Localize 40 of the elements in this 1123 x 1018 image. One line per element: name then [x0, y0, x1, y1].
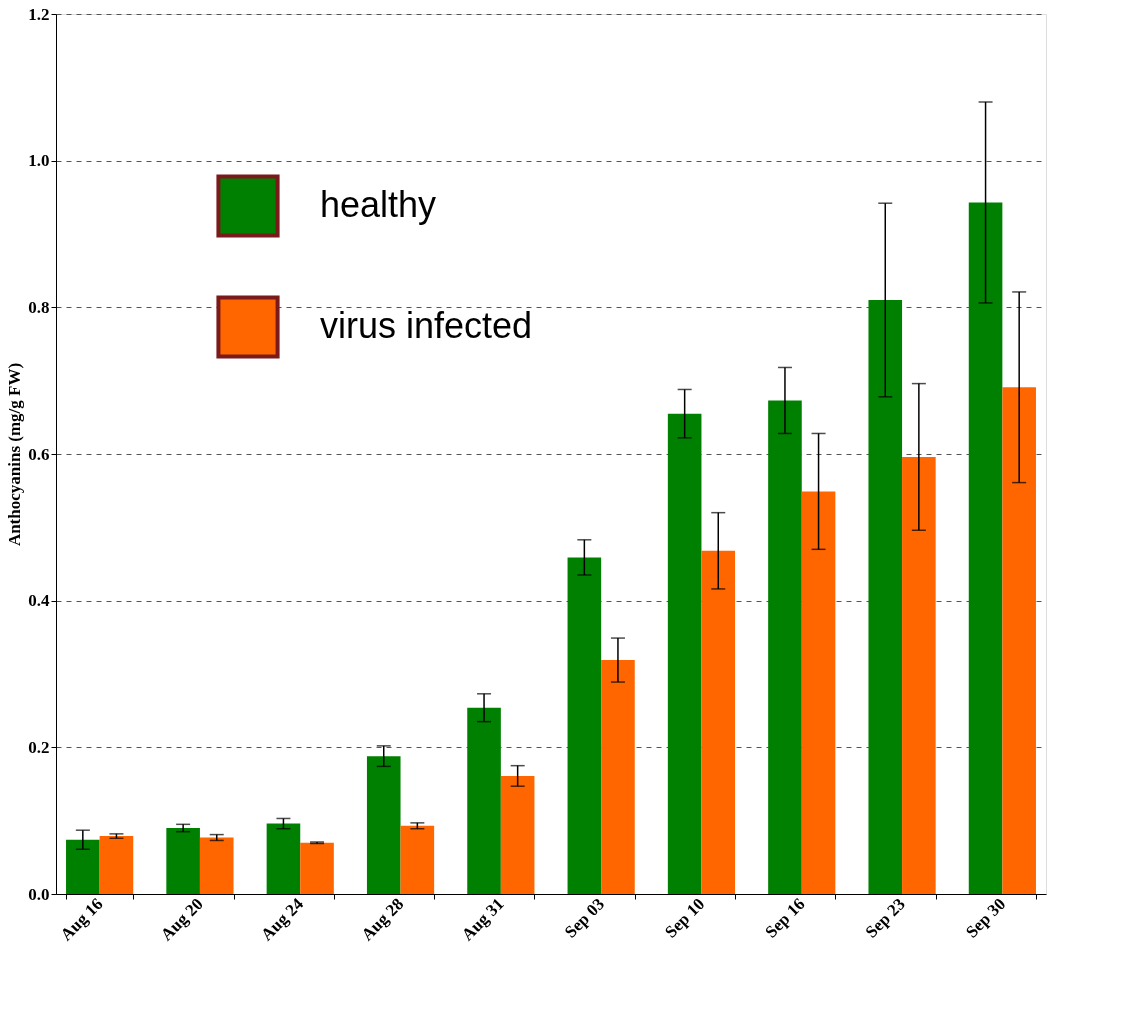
- y-tick-label: 0.8: [28, 297, 50, 317]
- bar: [467, 707, 501, 894]
- bar: [166, 828, 200, 894]
- bar: [300, 842, 334, 894]
- bar: [667, 413, 702, 894]
- y-tick-label: 1.0: [28, 151, 50, 171]
- bar: [801, 491, 836, 894]
- bar: [768, 400, 802, 894]
- y-tick-label: 0.6: [28, 444, 50, 464]
- bar: [266, 823, 301, 894]
- bar: [400, 825, 435, 894]
- x-tick-label: Aug 20: [156, 894, 207, 945]
- bar: [601, 660, 635, 894]
- y-tick-label: 1.2: [28, 4, 50, 24]
- x-tick-label: Aug 24: [257, 894, 308, 945]
- bar: [500, 775, 535, 894]
- bar: [868, 300, 903, 894]
- y-tick-label: 0.4: [28, 591, 50, 611]
- x-tick-label: Sep 03: [560, 894, 609, 942]
- y-axis-title: Anthocyanins (mg/g FW): [5, 362, 25, 547]
- bar: [366, 756, 401, 894]
- legend-label: virus infected: [320, 305, 533, 346]
- x-tick-label: Sep 16: [761, 894, 809, 942]
- x-tick-label: Aug 28: [357, 894, 408, 945]
- x-tick-label: Aug 31: [457, 894, 508, 945]
- bar: [66, 839, 100, 894]
- legend-label: healthy: [320, 184, 437, 225]
- y-tick-label: 0.2: [28, 737, 50, 757]
- bar: [701, 550, 736, 894]
- x-tick-label: Sep 10: [661, 894, 709, 942]
- bar: [1002, 387, 1036, 894]
- x-tick-label: Sep 23: [861, 894, 909, 942]
- bar: [902, 456, 936, 894]
- x-tick-label: Aug 16: [56, 894, 107, 945]
- bar: [567, 557, 602, 894]
- bar: [99, 836, 134, 894]
- x-tick-label: Sep 30: [962, 894, 1010, 942]
- bar: [968, 202, 1003, 894]
- y-tick-label: 0.0: [28, 884, 50, 904]
- bar: [199, 837, 234, 894]
